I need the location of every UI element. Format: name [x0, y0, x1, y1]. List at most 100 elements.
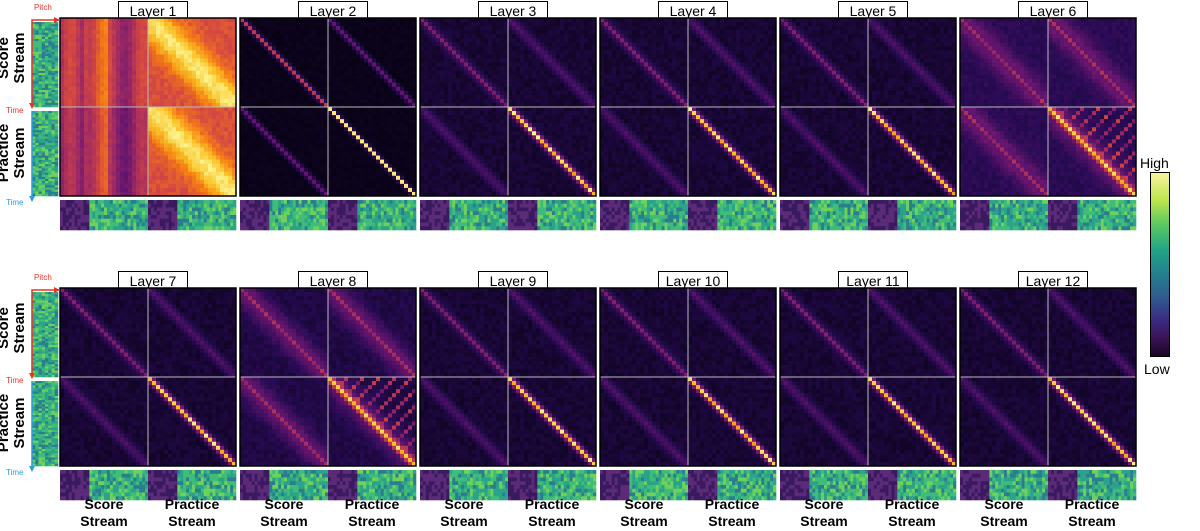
- attention-cell: [112, 187, 117, 193]
- attention-cell: [360, 191, 365, 197]
- attention-cell: [192, 42, 197, 47]
- spectrogram-cell: [71, 222, 75, 227]
- attention-cell: [212, 115, 217, 120]
- attention-cell: [404, 123, 409, 128]
- attention-cell: [376, 179, 381, 185]
- attention-cell: [300, 66, 305, 71]
- attention-cell: [292, 50, 297, 55]
- attention-cell: [92, 131, 97, 136]
- attention-cell: [316, 30, 321, 35]
- attention-cell: [240, 155, 245, 160]
- attention-cell: [216, 70, 221, 76]
- spectrogram-cell: [171, 211, 175, 216]
- attention-cell: [344, 50, 349, 55]
- attention-cell: [88, 98, 93, 104]
- attention-cell: [164, 155, 169, 160]
- spectrogram-cell: [68, 211, 73, 216]
- attention-cell: [384, 94, 389, 100]
- attention-cell: [280, 94, 285, 100]
- attention-cell: [220, 111, 225, 116]
- attention-cell: [112, 167, 117, 173]
- attention-cell: [292, 167, 297, 173]
- attention-cell: [164, 30, 169, 35]
- attention-cell: [408, 179, 413, 185]
- attention-cell: [260, 111, 265, 116]
- attention-cell: [228, 111, 233, 116]
- attention-cell: [168, 155, 173, 160]
- attention-cell: [412, 90, 417, 96]
- attention-cell: [304, 94, 309, 100]
- spectrogram-cell: [328, 215, 332, 220]
- attention-cell: [280, 26, 285, 31]
- attention-cell: [472, 22, 477, 27]
- attention-cell: [120, 159, 125, 165]
- attention-cell: [280, 127, 285, 132]
- attention-cell: [248, 179, 253, 185]
- attention-cell: [376, 50, 381, 55]
- attention-cell: [204, 143, 209, 148]
- spectrogram-cell: [339, 200, 343, 205]
- attention-cell: [164, 46, 169, 51]
- attention-cell: [108, 90, 113, 96]
- attention-cell: [408, 151, 413, 156]
- attention-cell: [380, 26, 385, 31]
- attention-cell: [160, 22, 165, 27]
- attention-cell: [216, 54, 221, 59]
- attention-cell: [400, 155, 405, 160]
- attention-cell: [144, 66, 149, 71]
- spectrogram-cell: [357, 215, 361, 220]
- attention-cell: [268, 107, 273, 112]
- attention-cell: [172, 42, 177, 47]
- attention-cell: [172, 86, 177, 92]
- attention-cell: [164, 34, 169, 39]
- attention-cell: [172, 54, 177, 59]
- spectrogram-cell: [278, 222, 282, 227]
- attention-cell: [320, 78, 325, 84]
- attention-cell: [112, 107, 117, 112]
- attention-cell: [244, 82, 249, 88]
- attention-cell: [316, 66, 321, 71]
- attention-cell: [272, 175, 277, 181]
- attention-cell: [172, 135, 177, 140]
- attention-cell: [240, 90, 245, 96]
- attention-cell: [400, 107, 405, 112]
- attention-cell: [288, 86, 293, 92]
- attention-cell: [372, 139, 377, 144]
- attention-cell: [196, 107, 201, 112]
- attention-cell: [100, 70, 105, 76]
- attention-cell: [232, 38, 237, 43]
- attention-cell: [388, 62, 393, 67]
- attention-cell: [92, 42, 97, 47]
- attention-cell: [316, 135, 321, 140]
- attention-cell: [172, 111, 177, 116]
- spectrogram-cell: [80, 200, 84, 205]
- attention-cell: [232, 183, 237, 189]
- attention-cell: [60, 179, 65, 185]
- attention-cell: [96, 70, 101, 76]
- attention-cell: [412, 179, 417, 185]
- attention-cell: [152, 78, 157, 84]
- attention-cell: [352, 139, 357, 144]
- spectrogram-cell: [383, 211, 387, 216]
- attention-cell: [332, 66, 337, 71]
- attention-cell: [144, 54, 149, 59]
- attention-cell: [80, 66, 85, 71]
- spectrogram-cell: [92, 207, 96, 212]
- spectrogram-cell: [333, 211, 338, 216]
- attention-cell: [384, 22, 389, 27]
- attention-cell: [92, 151, 97, 156]
- attention-cell: [220, 34, 225, 39]
- attention-cell: [104, 191, 109, 197]
- attention-cell: [156, 111, 161, 116]
- attention-cell: [396, 155, 401, 160]
- attention-cell: [140, 139, 145, 144]
- attention-cell: [200, 187, 205, 193]
- attention-cell: [120, 123, 125, 128]
- attention-cell: [400, 26, 405, 31]
- attention-cell: [212, 30, 217, 35]
- spectrogram-cell: [65, 200, 70, 205]
- attention-cell: [64, 175, 69, 181]
- attention-cell: [160, 18, 165, 23]
- attention-cell: [68, 54, 73, 59]
- attention-cell: [292, 139, 297, 144]
